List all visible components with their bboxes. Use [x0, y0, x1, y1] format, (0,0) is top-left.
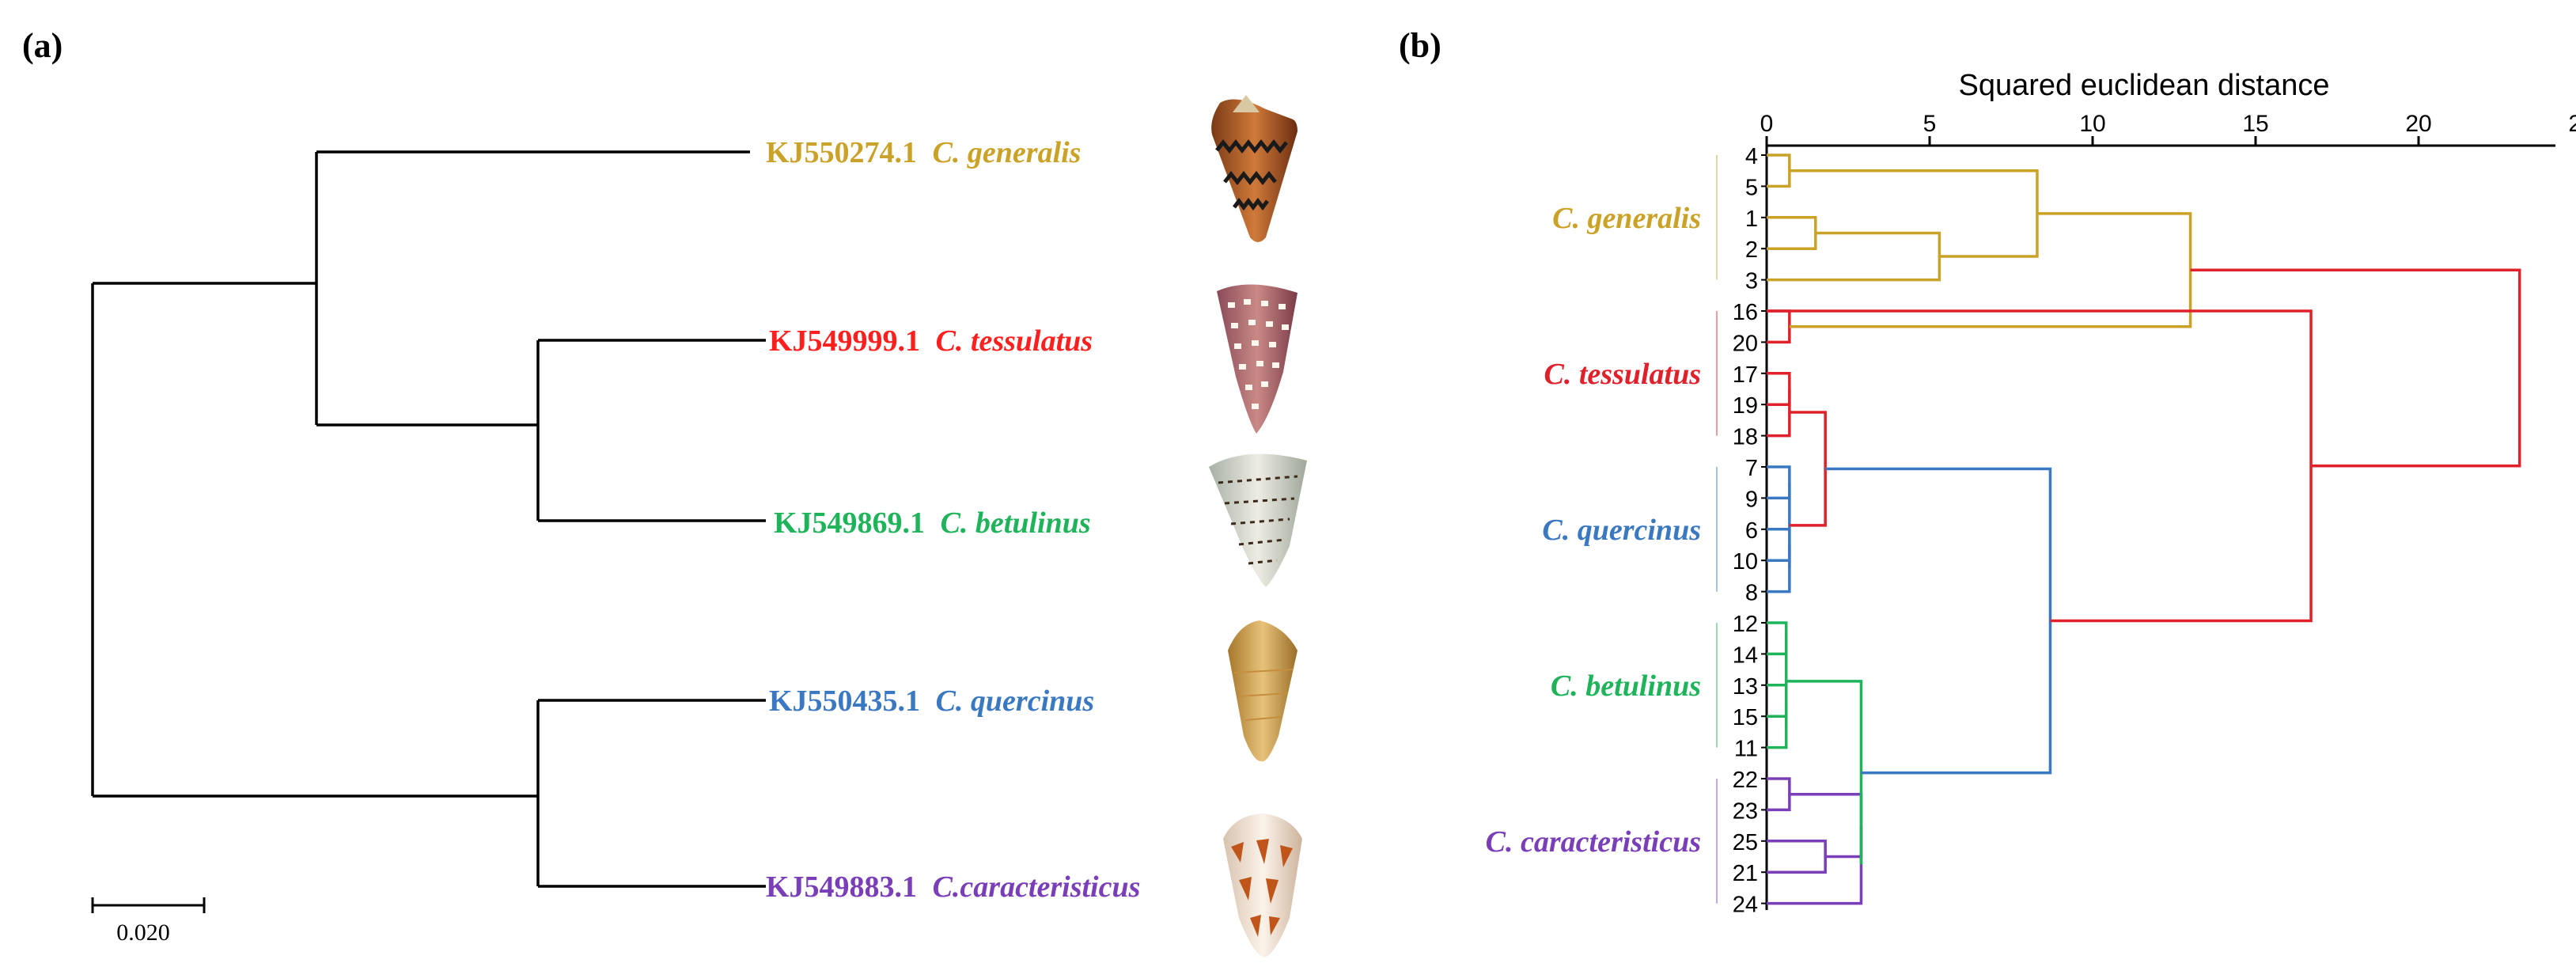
dendrogram-merge	[1767, 684, 1788, 718]
leaf-label: 2	[1745, 237, 1758, 263]
dendrogram-merge	[1767, 372, 1791, 406]
dendrogram-merge	[1767, 528, 1791, 562]
axis-ticks: 0 5 10 15 20 25	[1760, 111, 2576, 146]
leaf-label: 12	[1733, 612, 1758, 637]
leaf-label: 5	[1745, 175, 1758, 200]
taxon-species: C. betulinus	[941, 506, 1091, 540]
scale-bar: 0.020	[91, 897, 206, 946]
group-labels: C. generalis C. tessulatus C. quercinus C. …	[1486, 155, 1718, 904]
panel-b-label: (b)	[1399, 26, 1441, 65]
leaf-label: 17	[1733, 362, 1758, 388]
leaf-label: 20	[1733, 331, 1758, 356]
leaf-label: 4	[1745, 144, 1758, 169]
shell-image-tessulatus	[1217, 284, 1297, 434]
dendrogram-merge	[1767, 309, 2313, 623]
axis-tick-label: 5	[1923, 111, 1937, 137]
taxon-accession: KJ549883.1	[766, 870, 917, 904]
group-label: C. quercinus	[1542, 514, 1701, 547]
dendrogram-merge	[1767, 825, 1863, 905]
leaf-label: 9	[1745, 487, 1758, 512]
leaf-label: 25	[1733, 830, 1758, 855]
shell-image-betulinus	[1209, 453, 1307, 587]
taxon-label: KJ549869.1 C. betulinus	[774, 506, 1091, 540]
leaf-label: 22	[1733, 768, 1758, 793]
group-label: C. tessulatus	[1544, 358, 1701, 391]
leaf-label: 13	[1733, 674, 1758, 700]
leaf-label: 23	[1733, 798, 1758, 824]
dendrogram-merge	[1767, 777, 1791, 812]
leaf-label: 6	[1745, 518, 1758, 544]
dendrogram-merge	[1767, 840, 1827, 874]
taxon-label: KJ550274.1 C. generalis	[766, 136, 1081, 169]
shell-image-quercinus	[1228, 620, 1297, 762]
taxon-species: C.caracteristicus	[933, 870, 1141, 904]
leaf-label: 8	[1745, 581, 1758, 606]
group-label: C. generalis	[1552, 202, 1701, 235]
axis-tick-label: 15	[2242, 111, 2268, 137]
leaf-label: 21	[1733, 861, 1758, 886]
dendrogram-merge	[1767, 216, 1817, 250]
phylogenetic-tree	[91, 150, 766, 888]
leaf-label: 14	[1733, 643, 1758, 668]
dendrogram-merge	[1767, 154, 1791, 188]
leaf-label: 24	[1733, 893, 1758, 918]
axis-tick-label: 25	[2568, 111, 2576, 137]
taxon-species: C. generalis	[933, 136, 1082, 169]
dendrogram-merge	[2190, 268, 2521, 468]
leaf-label: 1	[1745, 207, 1758, 232]
axis-tick-label: 0	[1760, 111, 1774, 137]
taxon-labels: KJ550274.1 C. generalis KJ549999.1 C. te…	[766, 136, 1140, 904]
taxon-accession: KJ549999.1	[769, 324, 920, 358]
dendrogram-merge	[1825, 467, 2052, 775]
axis-title: Squared euclidean distance	[1958, 69, 2329, 102]
taxon-label: KJ550435.1 C. quercinus	[769, 684, 1094, 718]
taxon-species: C. tessulatus	[936, 324, 1093, 358]
dendrogram-merge	[1789, 169, 2039, 258]
dendrogram-merge	[1767, 465, 1791, 500]
axis-tick-label: 10	[2079, 111, 2105, 137]
dendrogram-merge	[1767, 621, 1788, 656]
group-label: C. caracteristicus	[1486, 825, 1701, 859]
panel-a: (a) KJ550274.1 C. generalis KJ549999.1 C…	[22, 26, 1307, 958]
dendrogram-merge	[1767, 389, 1791, 438]
axis-tick-label: 20	[2405, 111, 2431, 137]
panel-a-label: (a)	[22, 26, 63, 65]
leaf-label: 18	[1733, 425, 1758, 450]
taxon-label: KJ549999.1 C. tessulatus	[769, 324, 1093, 358]
dendrogram	[1767, 154, 2521, 905]
shell-image-caracteristicus	[1223, 813, 1302, 958]
dendrogram-merge	[1767, 544, 1791, 593]
taxon-accession: KJ549869.1	[774, 506, 925, 540]
taxon-label: KJ549883.1 C.caracteristicus	[766, 870, 1140, 904]
leaf-label: 16	[1733, 300, 1758, 325]
leaf-label: 3	[1745, 269, 1758, 294]
taxon-species: C. quercinus	[936, 684, 1095, 718]
dendrogram-merge	[1786, 680, 1863, 865]
dendrogram-merge	[1789, 411, 1827, 527]
group-label: C. betulinus	[1551, 669, 1701, 703]
scale-bar-label: 0.020	[116, 920, 170, 946]
shell-image-generalis	[1211, 95, 1297, 242]
leaf-labels: 4512316201719187961081214131511222325212…	[1733, 144, 1767, 918]
dendrogram-merge	[1767, 309, 1791, 344]
leaf-label: 15	[1733, 705, 1758, 730]
panel-b: (b) Squared euclidean distance 0 5 10 15 20 2…	[1399, 26, 2576, 918]
taxon-accession: KJ550274.1	[766, 136, 917, 169]
leaf-label: 11	[1734, 737, 1758, 762]
leaf-label: 19	[1733, 393, 1758, 419]
leaf-label: 7	[1745, 456, 1758, 481]
taxon-accession: KJ550435.1	[769, 684, 920, 718]
dendrogram-merge	[1767, 231, 1941, 282]
dendrogram-merge	[1767, 700, 1788, 749]
leaf-label: 10	[1733, 549, 1758, 575]
